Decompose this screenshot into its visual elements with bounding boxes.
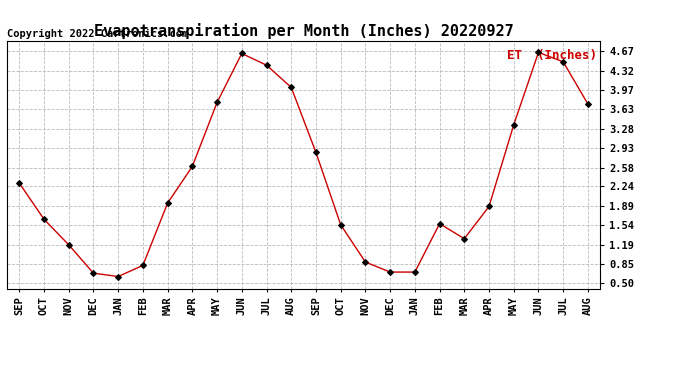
Point [63,242,75,248]
Point [112,273,124,279]
Text: ET  (Inches): ET (Inches) [507,49,598,62]
Point [558,59,569,65]
Point [335,222,346,228]
Point [162,200,173,206]
Point [434,220,445,226]
Point [384,269,395,275]
Point [582,101,593,107]
Point [409,269,420,275]
Point [261,62,272,68]
Point [88,270,99,276]
Point [286,84,297,90]
Point [187,164,198,170]
Point [459,236,470,242]
Point [509,122,520,128]
Point [14,180,25,186]
Text: Copyright 2022 Cartronics.com: Copyright 2022 Cartronics.com [7,29,188,39]
Point [533,50,544,55]
Title: Evapotranspiration per Month (Inches) 20220927: Evapotranspiration per Month (Inches) 20… [94,23,513,39]
Point [236,51,247,57]
Point [137,262,148,268]
Point [39,216,50,222]
Point [484,203,495,209]
Point [310,150,322,156]
Point [212,99,223,105]
Point [360,259,371,265]
